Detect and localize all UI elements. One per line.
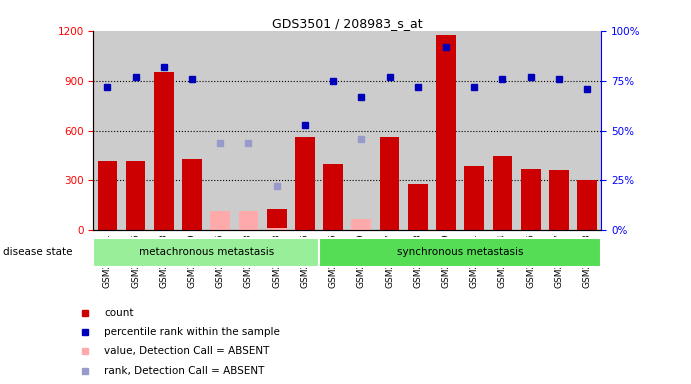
Bar: [577, 180, 597, 230]
Bar: [549, 170, 569, 230]
Bar: [432, 31, 460, 230]
Bar: [291, 31, 319, 230]
Bar: [126, 161, 146, 230]
Bar: [295, 137, 315, 230]
Text: count: count: [104, 308, 134, 318]
Text: percentile rank within the sample: percentile rank within the sample: [104, 327, 281, 337]
Bar: [206, 31, 234, 230]
Bar: [323, 164, 343, 230]
Text: rank, Detection Call = ABSENT: rank, Detection Call = ABSENT: [104, 366, 265, 376]
Bar: [263, 31, 291, 230]
Bar: [379, 137, 399, 230]
Bar: [375, 31, 404, 230]
Bar: [238, 211, 258, 230]
Bar: [436, 35, 456, 230]
Text: disease state: disease state: [3, 247, 73, 258]
Bar: [150, 31, 178, 230]
Text: synchronous metastasis: synchronous metastasis: [397, 247, 523, 258]
Bar: [267, 228, 287, 230]
Bar: [97, 161, 117, 230]
Bar: [404, 31, 432, 230]
Bar: [93, 238, 319, 267]
Bar: [516, 31, 545, 230]
Bar: [267, 209, 287, 230]
Bar: [210, 211, 230, 230]
Bar: [464, 166, 484, 230]
Bar: [460, 31, 489, 230]
Bar: [154, 72, 173, 230]
Text: metachronous metastasis: metachronous metastasis: [138, 247, 274, 258]
Bar: [493, 156, 512, 230]
Bar: [352, 219, 371, 230]
Title: GDS3501 / 208983_s_at: GDS3501 / 208983_s_at: [272, 17, 422, 30]
Text: value, Detection Call = ABSENT: value, Detection Call = ABSENT: [104, 346, 269, 356]
Bar: [122, 31, 150, 230]
Bar: [521, 169, 540, 230]
Bar: [347, 31, 375, 230]
Bar: [182, 159, 202, 230]
Bar: [573, 31, 601, 230]
Bar: [408, 184, 428, 230]
Bar: [234, 31, 263, 230]
Bar: [489, 31, 516, 230]
Bar: [93, 31, 122, 230]
Bar: [319, 31, 347, 230]
Bar: [178, 31, 206, 230]
Bar: [319, 238, 601, 267]
Bar: [545, 31, 573, 230]
